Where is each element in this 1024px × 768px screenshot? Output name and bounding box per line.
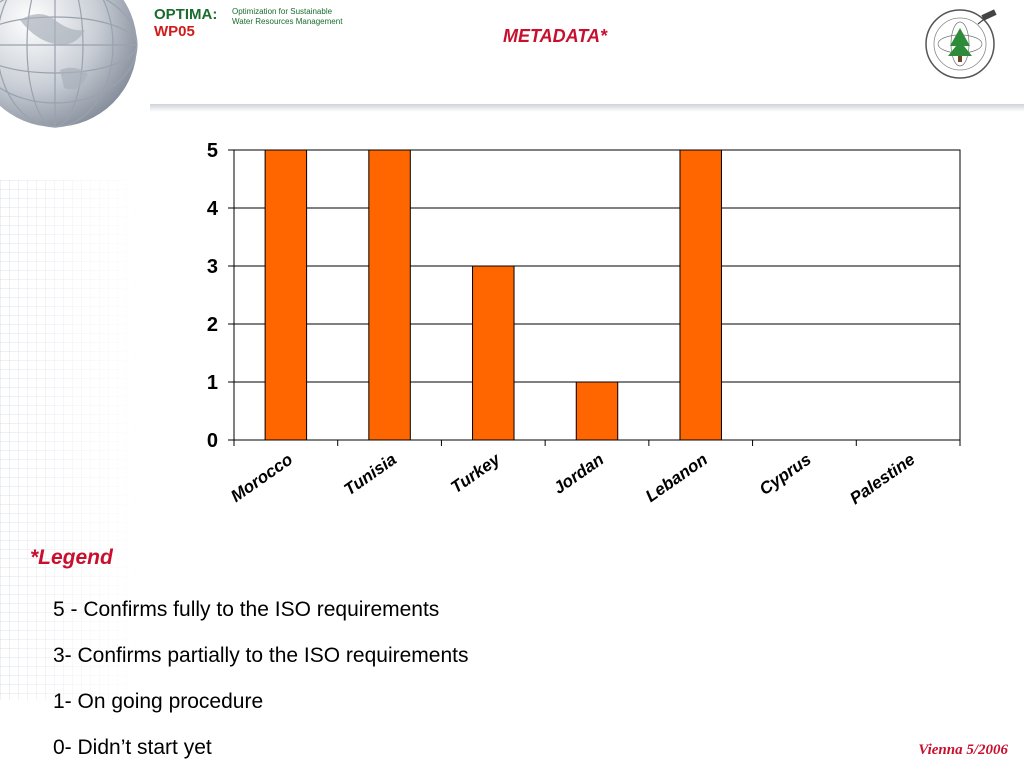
brand-workpackage: WP05 — [154, 23, 195, 40]
cedar-satellite-logo-icon — [925, 9, 997, 79]
x-tick-label: Tunisia — [340, 450, 399, 500]
x-tick-label: Jordan — [550, 450, 607, 498]
x-tick-label: Cyprus — [756, 450, 815, 499]
legend-item: 0- Didn’t start yet — [53, 736, 212, 759]
y-tick-label: 4 — [207, 198, 219, 220]
footer-date: Vienna 5/2006 — [918, 742, 1008, 758]
x-tick-label: Palestine — [846, 450, 918, 508]
legend-item: 3- Confirms partially to the ISO require… — [53, 644, 469, 667]
bar-turkey — [472, 265, 515, 441]
brand-name: OPTIMA: — [154, 6, 218, 23]
legend-item: 5 - Confirms fully to the ISO requiremen… — [53, 598, 440, 621]
decorative-grid — [0, 180, 140, 700]
brand-block: OPTIMA: WP05 — [154, 6, 217, 40]
y-tick-label: 1 — [207, 372, 218, 394]
bar-chart: 0 1 2 3 4 5 Morocco Tunisia Turkey Jordan Lebanon C… — [207, 140, 961, 508]
x-tick-label: Lebanon — [642, 450, 711, 506]
bar-tunisia — [368, 149, 411, 441]
bar-morocco — [264, 149, 308, 441]
bar-lebanon — [679, 149, 722, 441]
y-tick-label: 2 — [207, 314, 218, 336]
x-tick-label: Morocco — [227, 450, 296, 506]
y-tick-label: 5 — [207, 140, 218, 162]
bar-jordan — [575, 381, 619, 441]
x-tick-label: Turkey — [447, 449, 505, 497]
header-divider — [150, 104, 1024, 112]
brand-description: Optimization for Sustainable Water Resou… — [232, 7, 372, 27]
page-title: METADATA* — [503, 26, 607, 46]
brand-description-line: Water Resources Management — [232, 17, 343, 26]
y-tick-label: 3 — [207, 256, 218, 278]
y-tick-label: 0 — [207, 430, 218, 452]
legend-title: *Legend — [30, 546, 113, 569]
globe-icon — [0, 0, 138, 128]
legend-item: 1- On going procedure — [53, 690, 264, 713]
brand-description-line: Optimization for Sustainable — [232, 7, 333, 16]
